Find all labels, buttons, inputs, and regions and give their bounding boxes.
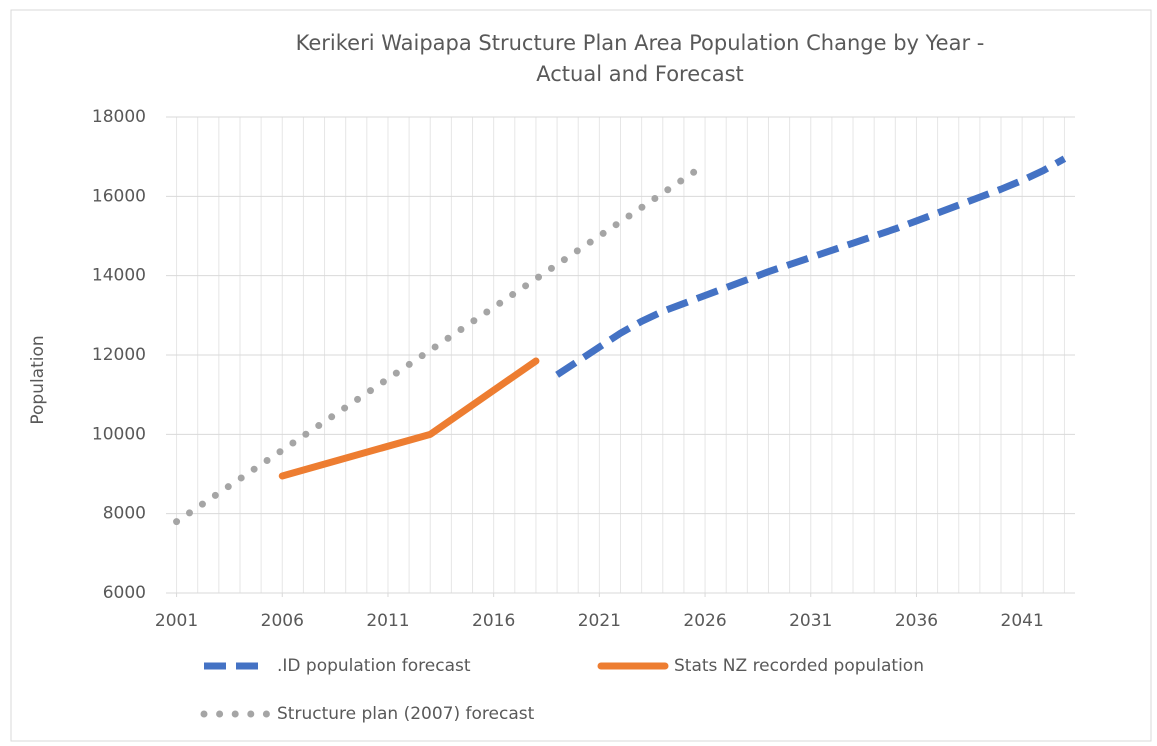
y-tick-label: 6000: [103, 583, 146, 603]
x-tick-label: 2036: [895, 611, 938, 631]
y-axis-label: Population: [28, 335, 48, 424]
x-tick-label: 2041: [1001, 611, 1044, 631]
y-tick-label: 18000: [92, 107, 146, 127]
legend-label: Stats NZ recorded population: [674, 656, 924, 676]
legend-label: Structure plan (2007) forecast: [277, 704, 535, 724]
y-tick-label: 16000: [92, 186, 146, 206]
legend-label: .ID population forecast: [277, 656, 471, 676]
y-tick-label: 10000: [92, 424, 146, 444]
series-line: [278, 357, 540, 480]
y-tick-label: 8000: [103, 504, 146, 524]
x-tick-label: 2011: [366, 611, 409, 631]
chart-title: Kerikeri Waipapa Structure Plan Area Pop…: [296, 31, 985, 55]
x-tick-label: 2021: [578, 611, 621, 631]
x-tick-label: 2016: [472, 611, 515, 631]
y-tick-label: 14000: [92, 266, 146, 286]
x-tick-label: 2006: [261, 611, 304, 631]
series-line: [173, 161, 709, 526]
series-line: [555, 155, 1067, 378]
x-tick-label: 2031: [789, 611, 832, 631]
x-tick-label: 2026: [683, 611, 726, 631]
y-tick-label: 12000: [92, 345, 146, 365]
x-tick-label: 2001: [155, 611, 198, 631]
chart-title: Actual and Forecast: [536, 62, 744, 86]
chart-border: [10, 9, 1152, 742]
